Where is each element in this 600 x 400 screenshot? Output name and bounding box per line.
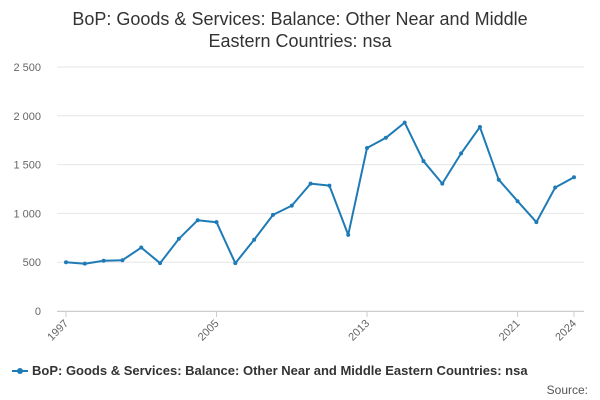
chart-title-line-2: Eastern Countries: nsa xyxy=(208,31,392,51)
data-point[interactable] xyxy=(120,258,125,263)
y-tick-label: 1 000 xyxy=(13,208,41,220)
x-tick-label: 2024 xyxy=(553,318,579,344)
data-point[interactable] xyxy=(289,203,294,208)
y-tick-label: 0 xyxy=(35,306,41,318)
data-point[interactable] xyxy=(572,175,576,180)
grid-lines xyxy=(57,66,584,312)
data-point[interactable] xyxy=(101,258,106,263)
x-tick-label: 1997 xyxy=(45,318,71,344)
series-line xyxy=(65,121,575,265)
data-point[interactable] xyxy=(459,151,464,156)
data-point[interactable] xyxy=(477,125,482,130)
data-point[interactable] xyxy=(440,181,445,186)
data-point[interactable] xyxy=(515,199,520,204)
data-point[interactable] xyxy=(365,146,370,151)
x-tick-label: 2021 xyxy=(497,318,523,344)
y-tick-label: 2 000 xyxy=(13,111,41,123)
y-tick-label: 2 500 xyxy=(13,62,41,74)
data-series xyxy=(64,120,576,266)
data-point[interactable] xyxy=(214,220,219,225)
data-point[interactable] xyxy=(308,181,313,186)
chart-title-line-1: BoP: Goods & Services: Balance: Other Ne… xyxy=(72,9,528,29)
data-point[interactable] xyxy=(346,232,351,237)
data-point[interactable] xyxy=(553,185,558,190)
data-point[interactable] xyxy=(402,120,407,125)
line-chart: 0 500 1 000 1 500 2 000 2 500 1997 2005 2013 2021… xyxy=(13,62,584,343)
data-point[interactable] xyxy=(64,260,68,265)
data-point[interactable] xyxy=(158,261,163,266)
x-tick-label: 2013 xyxy=(346,318,372,344)
data-point[interactable] xyxy=(176,236,181,241)
y-tick-label: 500 xyxy=(23,257,41,269)
data-point[interactable] xyxy=(327,183,332,188)
legend-line-marker-icon xyxy=(12,366,28,376)
chart-title: BoP: Goods & Services: Balance: Other Ne… xyxy=(0,8,600,52)
data-point[interactable] xyxy=(233,261,238,266)
data-point[interactable] xyxy=(195,218,200,223)
data-point[interactable] xyxy=(252,237,257,242)
data-point[interactable] xyxy=(270,212,275,217)
source-label: Source: xyxy=(546,383,588,397)
data-point[interactable] xyxy=(421,159,426,164)
legend-label: BoP: Goods & Services: Balance: Other Ne… xyxy=(32,363,528,378)
data-point[interactable] xyxy=(82,261,87,266)
legend[interactable]: BoP: Goods & Services: Balance: Other Ne… xyxy=(12,363,528,378)
data-point[interactable] xyxy=(383,135,388,140)
y-tick-label: 1 500 xyxy=(13,160,41,172)
axes: 0 500 1 000 1 500 2 000 2 500 1997 2005 2013 2021… xyxy=(13,62,584,343)
data-point[interactable] xyxy=(496,177,501,182)
data-point[interactable] xyxy=(139,245,144,250)
x-tick-label: 2005 xyxy=(196,318,222,344)
data-point[interactable] xyxy=(534,220,539,225)
